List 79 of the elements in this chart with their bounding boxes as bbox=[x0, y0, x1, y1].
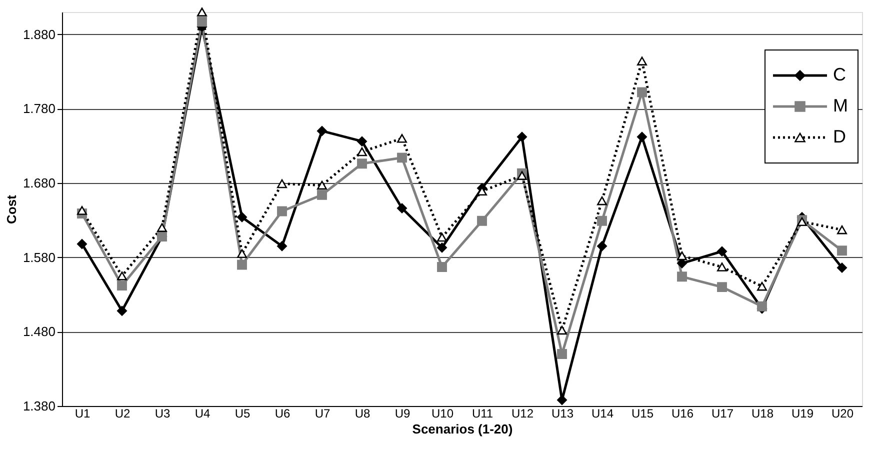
point bbox=[757, 301, 767, 312]
x-tick-label: U10 bbox=[431, 406, 454, 420]
point bbox=[757, 282, 767, 291]
point bbox=[117, 280, 127, 291]
x-tick-label: U18 bbox=[751, 406, 774, 420]
point bbox=[557, 326, 567, 335]
point bbox=[597, 241, 607, 252]
point bbox=[197, 16, 207, 27]
point bbox=[597, 216, 607, 226]
x-tick-label: U1 bbox=[74, 406, 90, 420]
point bbox=[517, 171, 527, 180]
x-tick-label: U9 bbox=[394, 406, 410, 420]
legend-label: D bbox=[833, 126, 846, 146]
point bbox=[717, 262, 727, 272]
x-tick-label: U13 bbox=[551, 406, 574, 420]
x-tick-label: U12 bbox=[511, 406, 534, 420]
point bbox=[837, 225, 847, 234]
point bbox=[597, 196, 607, 206]
point bbox=[317, 190, 327, 200]
point bbox=[157, 223, 167, 232]
point bbox=[357, 136, 367, 146]
point bbox=[837, 246, 847, 256]
y-axis-title: Cost bbox=[4, 194, 19, 224]
x-tick-label: U3 bbox=[154, 406, 170, 420]
y-tick-label: 1.380 bbox=[22, 398, 56, 414]
point bbox=[637, 87, 647, 98]
x-tick-label: U8 bbox=[354, 406, 370, 420]
point bbox=[237, 249, 247, 258]
point bbox=[237, 260, 247, 270]
legend-label: M bbox=[833, 96, 848, 116]
point bbox=[197, 8, 207, 16]
x-tick-label: U19 bbox=[791, 406, 814, 420]
x-tick-label: U6 bbox=[274, 406, 290, 420]
point bbox=[77, 238, 87, 249]
x-tick-label: U5 bbox=[234, 406, 250, 420]
y-tick-label: 1.880 bbox=[22, 26, 56, 42]
point bbox=[77, 206, 87, 215]
point bbox=[317, 126, 327, 136]
x-tick-label: U20 bbox=[831, 406, 854, 420]
point bbox=[557, 395, 567, 406]
x-tick-label: U16 bbox=[671, 406, 694, 420]
point bbox=[437, 262, 447, 272]
x-tick-label: U15 bbox=[631, 406, 654, 420]
point bbox=[237, 212, 247, 222]
point bbox=[837, 262, 847, 273]
x-tick-label: U7 bbox=[314, 406, 330, 420]
point bbox=[117, 306, 127, 316]
point bbox=[357, 147, 367, 156]
point bbox=[277, 241, 287, 252]
point bbox=[677, 272, 687, 282]
point bbox=[637, 132, 647, 142]
point bbox=[717, 282, 727, 292]
point bbox=[477, 216, 487, 226]
point bbox=[277, 179, 287, 188]
x-axis-title: Scenarios (1-20) bbox=[412, 422, 513, 436]
y-tick-label: 1.680 bbox=[22, 175, 56, 190]
point bbox=[117, 272, 127, 280]
x-tick-label: U14 bbox=[591, 406, 614, 420]
point bbox=[717, 246, 727, 256]
point bbox=[517, 132, 527, 142]
point bbox=[357, 158, 367, 169]
point bbox=[677, 251, 687, 260]
point bbox=[317, 180, 327, 190]
y-tick-label: 1.780 bbox=[22, 101, 56, 116]
x-tick-label: U11 bbox=[472, 406, 494, 420]
point bbox=[557, 348, 567, 359]
x-tick-label: U17 bbox=[711, 406, 734, 420]
point bbox=[397, 134, 407, 143]
point bbox=[437, 242, 447, 253]
point bbox=[437, 232, 447, 242]
legend-label: C bbox=[833, 64, 846, 84]
point bbox=[637, 56, 647, 66]
x-tick-label: U2 bbox=[114, 406, 130, 420]
point bbox=[277, 206, 287, 216]
point bbox=[397, 152, 407, 163]
point bbox=[397, 203, 407, 214]
y-tick-label: 1.480 bbox=[22, 324, 56, 340]
y-tick-label: 1.580 bbox=[22, 250, 56, 265]
x-tick-label: U4 bbox=[194, 406, 210, 420]
